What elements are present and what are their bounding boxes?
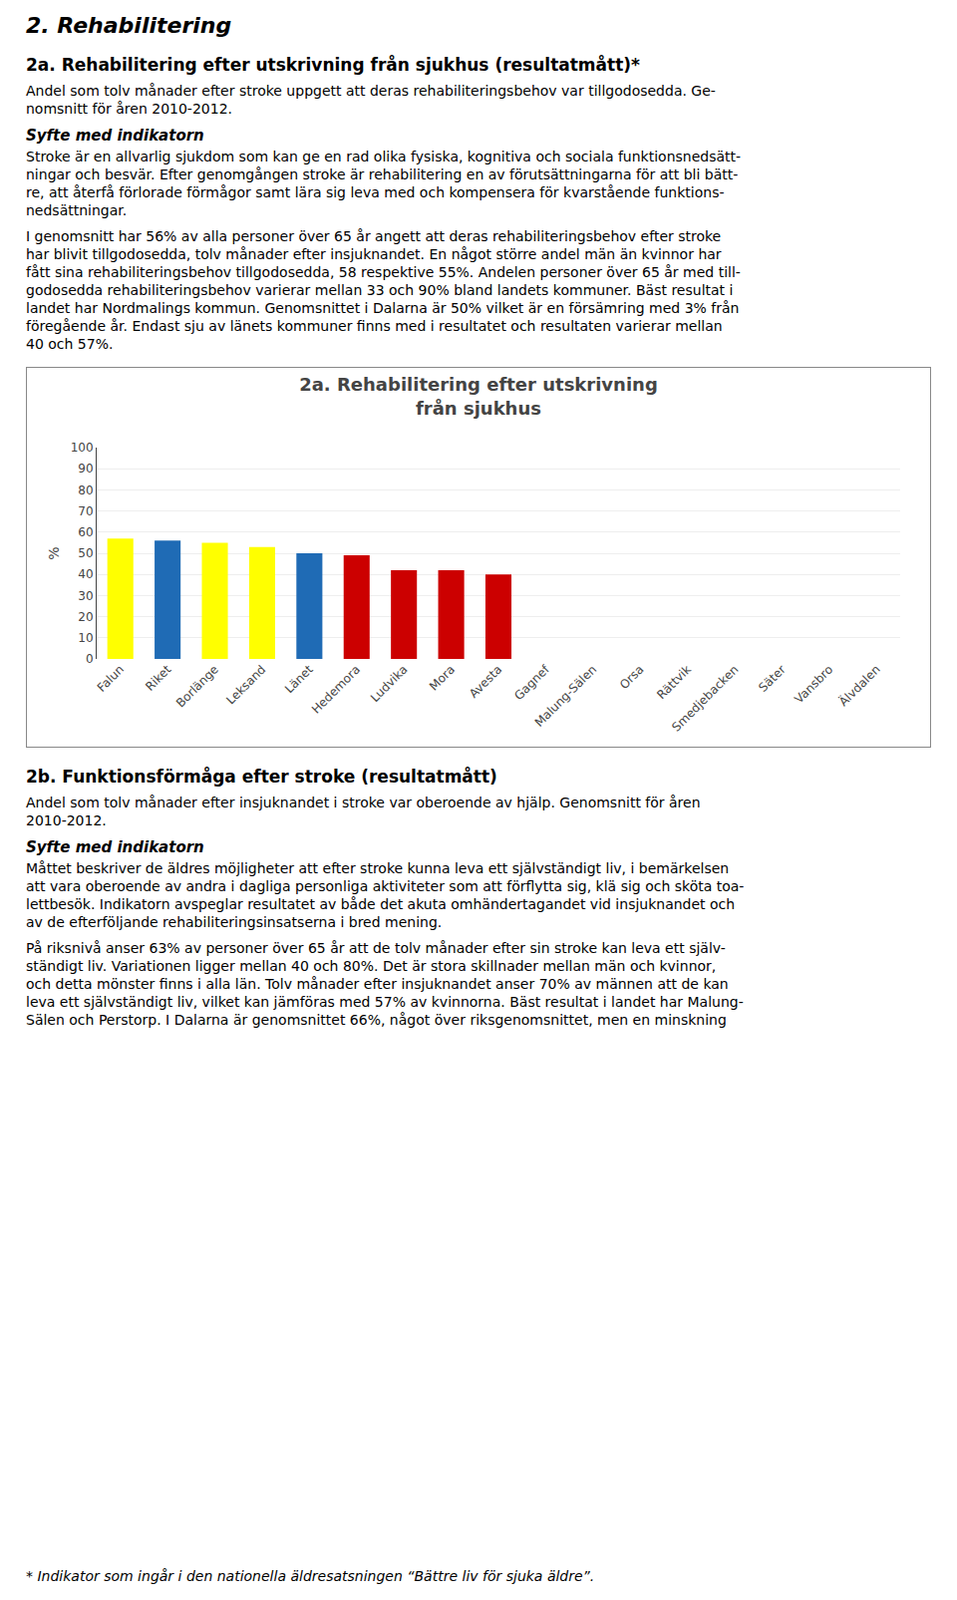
svg-text:50: 50 bbox=[77, 546, 93, 561]
html-text:I genomsnitt har 56% av alla p: I genomsnitt har 56% av alla personer öv… bbox=[25, 228, 741, 352]
svg-text:%: % bbox=[45, 546, 62, 560]
svg-text:Leksand: Leksand bbox=[223, 661, 269, 707]
svg-text:Säter: Säter bbox=[755, 661, 789, 695]
svg-text:Länet: Länet bbox=[282, 661, 317, 696]
svg-text:Falun: Falun bbox=[94, 661, 127, 694]
html-text:* Indikator som ingår i den na: * Indikator som ingår i den nationella ä… bbox=[25, 1568, 595, 1585]
svg-text:Orsa: Orsa bbox=[617, 661, 647, 692]
svg-text:70: 70 bbox=[77, 504, 93, 519]
svg-text:Rättvik: Rättvik bbox=[653, 661, 694, 702]
svg-text:Malung-Sälen: Malung-Sälen bbox=[532, 661, 601, 730]
svg-text:40: 40 bbox=[77, 567, 93, 582]
svg-text:90: 90 bbox=[77, 461, 93, 476]
svg-text:Gagnef: Gagnef bbox=[511, 661, 553, 703]
html-text:Andel som tolv månader efter i: Andel som tolv månader efter insjuknande… bbox=[25, 794, 701, 829]
svg-text:Borlänge: Borlänge bbox=[173, 661, 222, 710]
svg-text:100: 100 bbox=[70, 440, 94, 455]
html-text:Andel som tolv månader efter s: Andel som tolv månader efter stroke uppg… bbox=[25, 82, 716, 117]
svg-text:Älvdalen: Älvdalen bbox=[835, 661, 883, 709]
svg-text:Vansbro: Vansbro bbox=[791, 661, 836, 706]
html-text:Syfte med indikatorn: Syfte med indikatorn bbox=[25, 126, 205, 145]
html-text:På riksnivå anser 63% av perso: På riksnivå anser 63% av personer över 6… bbox=[25, 940, 744, 1028]
svg-text:20: 20 bbox=[77, 610, 93, 625]
svg-text:10: 10 bbox=[77, 631, 93, 645]
svg-text:0: 0 bbox=[85, 651, 94, 666]
html-text:2b. Funktionsförmåga efter str: 2b. Funktionsförmåga efter stroke (resul… bbox=[25, 766, 498, 787]
svg-text:Avesta: Avesta bbox=[466, 661, 505, 700]
svg-text:Smedjebacken: Smedjebacken bbox=[668, 661, 741, 734]
svg-text:80: 80 bbox=[77, 483, 93, 498]
html-text:Måttet beskriver de äldres möj: Måttet beskriver de äldres möjligheter a… bbox=[25, 860, 745, 931]
html-text:Stroke är en allvarlig sjukdom: Stroke är en allvarlig sjukdom som kan g… bbox=[25, 148, 741, 219]
svg-text:Riket: Riket bbox=[142, 661, 175, 694]
svg-text:Hedemora: Hedemora bbox=[309, 661, 363, 716]
html-text:2. Rehabilitering: 2. Rehabilitering bbox=[25, 12, 232, 38]
html-text:2a. Rehabilitering efter utskr: 2a. Rehabilitering efter utskrivning frå… bbox=[25, 54, 640, 75]
svg-text:30: 30 bbox=[77, 589, 93, 604]
svg-text:Ludvika: Ludvika bbox=[367, 661, 411, 705]
svg-text:60: 60 bbox=[77, 525, 93, 540]
html-text:Syfte med indikatorn: Syfte med indikatorn bbox=[25, 838, 205, 857]
svg-text:Mora: Mora bbox=[426, 661, 458, 693]
svg-text:2a. Rehabilitering efter utskr: 2a. Rehabilitering efter utskrivningfrån… bbox=[299, 373, 658, 418]
